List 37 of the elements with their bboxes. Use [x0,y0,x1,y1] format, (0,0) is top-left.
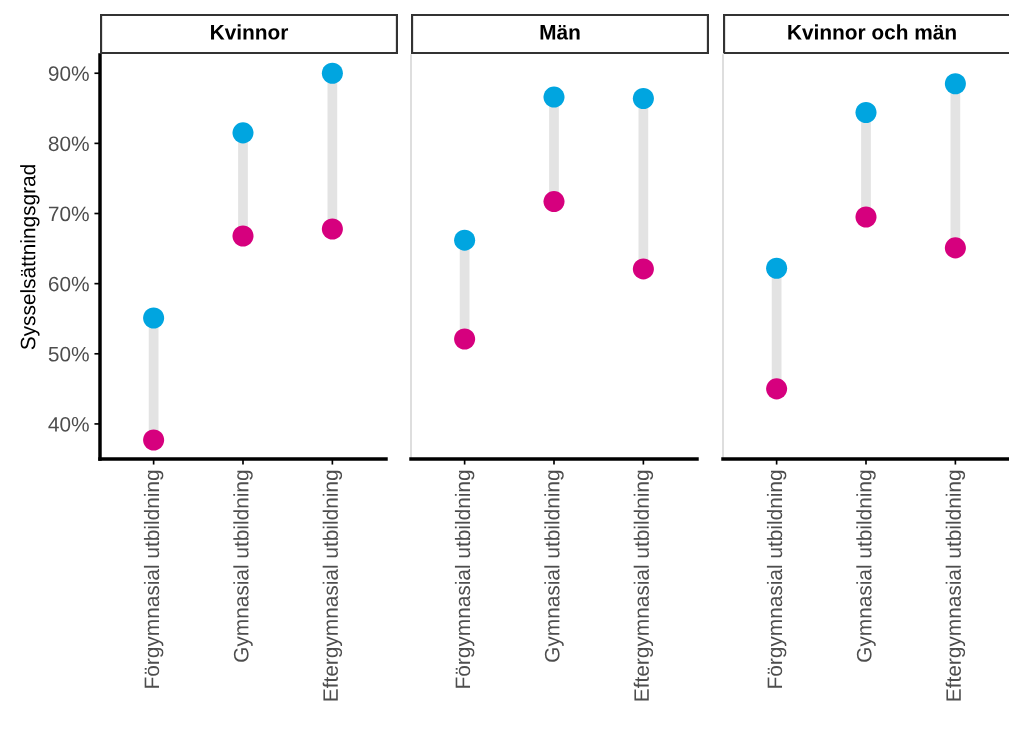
point [944,237,966,259]
point [766,257,788,279]
x-tick-label: Gymnasial utbildning [544,470,564,662]
point [143,429,165,451]
y-tick-label: 80% [48,136,89,152]
point [232,122,254,144]
y-tick-label: 40% [48,416,89,432]
point [632,87,654,110]
x-tick-label: Förgymnasial utbildning [143,470,164,688]
x-tick-label: Gymnasial utbildning [233,470,253,662]
y-axis-title: Sysselsättningsgrad [20,165,40,350]
point [632,258,654,280]
point [321,62,343,84]
x-tick-label: Gymnasial utbildning [856,470,876,662]
chart-title: Kvinnor och män [788,24,956,40]
point [944,73,966,95]
x-tick-label: Förgymnasial utbildning [766,470,787,688]
point [766,378,788,400]
point [232,225,254,247]
point [454,328,476,350]
point [855,101,877,124]
x-tick-label: Eftergymnasial utbildning [945,470,966,701]
point [321,218,343,240]
x-tick-label: Eftergymnasial utbildning [322,470,343,701]
point [543,191,565,213]
chart-title: Kvinnor [211,24,289,40]
y-tick-label: 70% [48,206,89,222]
point [855,206,877,228]
chart-title: Män [540,24,580,40]
point [143,307,165,329]
point [543,86,565,108]
y-tick-label: 50% [48,346,89,362]
x-tick-label: Eftergymnasial utbildning [633,470,654,701]
y-tick-label: 90% [48,66,89,81]
point [454,229,476,251]
x-tick-label: Förgymnasial utbildning [454,470,475,688]
y-tick-label: 60% [48,276,89,292]
